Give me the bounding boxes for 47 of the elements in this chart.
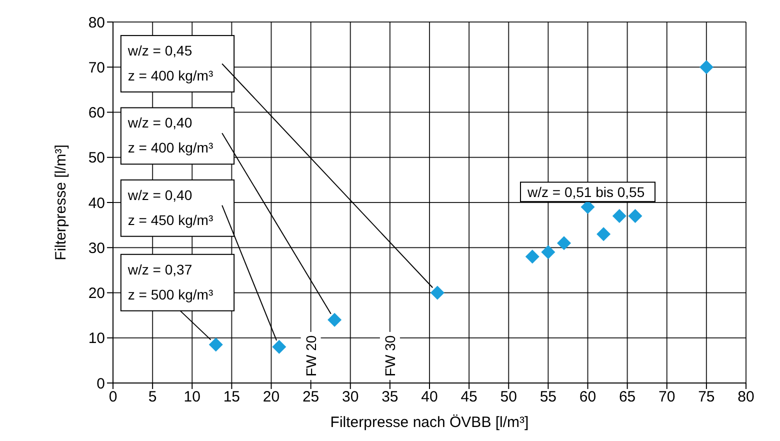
point xyxy=(541,245,556,260)
point xyxy=(699,60,714,74)
point xyxy=(612,209,626,224)
y-tick-label: 70 xyxy=(88,59,105,76)
annotation: w/z = 0,40 z = 450 kg/m³ xyxy=(126,186,214,228)
y-tick-label: 0 xyxy=(96,375,105,392)
x-tick-label: 35 xyxy=(382,388,398,406)
y-tick-label: 50 xyxy=(88,150,105,167)
x-tick-label: 60 xyxy=(579,388,596,406)
point xyxy=(208,338,223,352)
x-tick-label: 45 xyxy=(460,388,478,406)
x-tick-label: 40 xyxy=(421,388,438,406)
x-tick-label: 55 xyxy=(540,388,557,406)
point xyxy=(628,209,642,224)
y-tick-label: 30 xyxy=(88,240,105,257)
x-tick-label: 75 xyxy=(698,388,715,406)
point xyxy=(272,340,286,354)
point xyxy=(557,236,572,250)
y-tick-label: 10 xyxy=(88,330,105,348)
y-tick-label: 60 xyxy=(88,104,105,122)
point xyxy=(596,227,611,242)
x-tick-label: 10 xyxy=(184,388,200,406)
point xyxy=(328,312,342,327)
annotation: w/z = 0,51 bis 0,55 xyxy=(526,184,645,200)
x-tick-label: 0 xyxy=(108,388,118,406)
point xyxy=(580,200,595,214)
x-tick-label: 80 xyxy=(738,388,754,406)
annotation: w/z = 0,40 z = 400 kg/m³ xyxy=(126,114,214,156)
point xyxy=(430,286,444,300)
x-tick-label: 25 xyxy=(302,388,320,406)
x-axis-title: Filterpresse nach ÖVBB [l/m³] xyxy=(330,414,529,431)
y-axis-title: Filterpresse [l/m³] xyxy=(52,144,70,260)
x-tick-label: 70 xyxy=(658,388,676,406)
y-tick-label: 80 xyxy=(88,14,105,32)
x-tick-label: 20 xyxy=(262,388,280,406)
annotation: w/z = 0,45 z = 400 kg/m³ xyxy=(126,42,214,84)
annotation: w/z = 0,37 z = 500 kg/m³ xyxy=(126,261,214,302)
x-tick-label: 65 xyxy=(618,388,636,406)
x-tick-label: 50 xyxy=(500,388,517,406)
y-tick-label: 40 xyxy=(88,194,105,212)
x-tick-label: 30 xyxy=(342,388,359,406)
x-tick-label: 15 xyxy=(223,388,240,406)
x-tick-label: 5 xyxy=(148,388,157,406)
point xyxy=(525,250,540,264)
y-tick-label: 20 xyxy=(88,285,105,302)
annotation: FW 20 xyxy=(302,335,319,377)
annotation: FW 30 xyxy=(382,335,398,377)
